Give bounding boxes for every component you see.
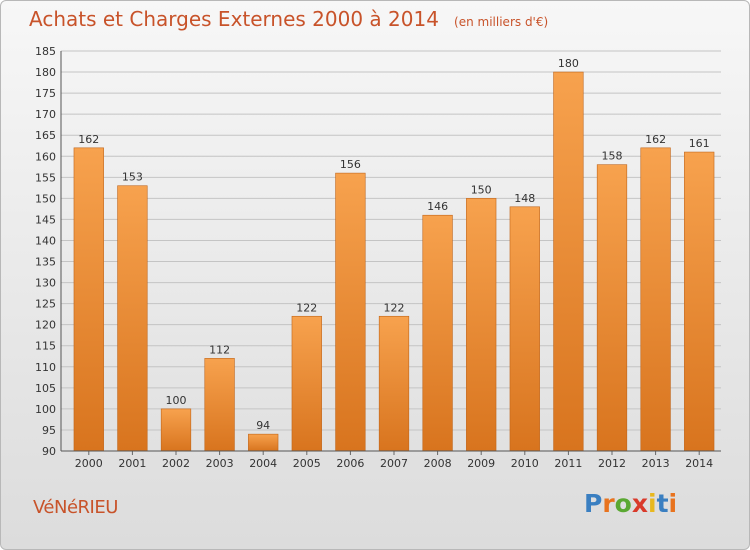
bar bbox=[466, 198, 497, 452]
y-tick-label: 140 bbox=[35, 234, 56, 247]
chart-title: Achats et Charges Externes 2000 à 2014 bbox=[29, 7, 439, 31]
x-tick-label: 2010 bbox=[511, 457, 539, 470]
y-tick-label: 95 bbox=[42, 424, 56, 437]
data-label: 122 bbox=[384, 301, 405, 314]
y-tick-label: 105 bbox=[35, 382, 56, 395]
bar bbox=[73, 147, 104, 452]
x-tick-label: 2012 bbox=[598, 457, 626, 470]
y-tick-label: 170 bbox=[35, 108, 56, 121]
y-tick-label: 120 bbox=[35, 319, 56, 332]
data-label: 161 bbox=[689, 137, 710, 150]
data-label: 146 bbox=[427, 200, 448, 213]
x-tick-label: 2013 bbox=[642, 457, 670, 470]
y-tick-label: 90 bbox=[42, 445, 56, 458]
data-label: 148 bbox=[514, 192, 535, 205]
x-tick-label: 2006 bbox=[336, 457, 364, 470]
logo-letter: t bbox=[656, 489, 669, 518]
data-label: 162 bbox=[645, 133, 666, 146]
bar bbox=[684, 151, 715, 452]
bar bbox=[117, 185, 148, 452]
bar bbox=[553, 71, 584, 452]
bar bbox=[378, 315, 410, 452]
bar bbox=[248, 433, 279, 452]
bar bbox=[422, 214, 453, 452]
data-label: 180 bbox=[558, 57, 579, 70]
y-tick-label: 180 bbox=[35, 66, 56, 79]
y-tick-label: 110 bbox=[35, 361, 56, 374]
bar bbox=[596, 164, 628, 452]
y-tick-label: 115 bbox=[35, 340, 56, 353]
data-label: 122 bbox=[296, 301, 317, 314]
y-tick-label: 155 bbox=[35, 171, 56, 184]
x-tick-label: 2000 bbox=[75, 457, 103, 470]
data-label: 156 bbox=[340, 158, 361, 171]
data-label: 100 bbox=[166, 394, 187, 407]
bar bbox=[204, 358, 235, 452]
x-tick-label: 2014 bbox=[685, 457, 713, 470]
y-tick-label: 130 bbox=[35, 277, 56, 290]
x-tick-label: 2011 bbox=[554, 457, 582, 470]
proxiti-logo: Proxiti bbox=[584, 489, 677, 518]
y-tick-label: 185 bbox=[35, 45, 56, 58]
y-tick-label: 165 bbox=[35, 129, 56, 142]
axes-group: 90 95 100 105 110 115 120 125 130 135 140 145 150 155… bbox=[35, 45, 721, 470]
y-tick-label: 135 bbox=[35, 256, 56, 269]
logo-letter: o bbox=[614, 489, 632, 518]
x-tick-label: 2004 bbox=[249, 457, 277, 470]
chart-unit: (en milliers d'€) bbox=[454, 15, 549, 29]
x-tick-label: 2008 bbox=[424, 457, 452, 470]
logo-letter: i bbox=[668, 489, 678, 518]
data-label: 153 bbox=[122, 171, 143, 184]
bar bbox=[160, 408, 192, 452]
x-tick-label: 2007 bbox=[380, 457, 408, 470]
logo-letter: i bbox=[648, 489, 657, 518]
data-label: 150 bbox=[471, 183, 492, 196]
bars-group: 162 153 100 112 94 122 156 122 146 150 148 180 158 16… bbox=[73, 57, 715, 452]
y-tick-label: 150 bbox=[35, 192, 56, 205]
y-tick-label: 160 bbox=[35, 150, 56, 163]
x-tick-label: 2002 bbox=[162, 457, 190, 470]
chart-title-block: Achats et Charges Externes 2000 à 2014 (… bbox=[29, 7, 548, 31]
logo-letter: x bbox=[631, 489, 648, 518]
commune-name: VéNéRIEU bbox=[33, 497, 118, 518]
data-label: 158 bbox=[602, 150, 623, 163]
x-tick-label: 2001 bbox=[118, 457, 146, 470]
logo-letter: r bbox=[602, 489, 615, 518]
x-tick-label: 2003 bbox=[206, 457, 234, 470]
data-label: 112 bbox=[209, 343, 230, 356]
data-label: 162 bbox=[78, 133, 99, 146]
bar bbox=[335, 172, 366, 452]
y-tick-label: 100 bbox=[35, 403, 56, 416]
bar bbox=[640, 147, 671, 452]
x-tick-label: 2005 bbox=[293, 457, 321, 470]
y-tick-label: 125 bbox=[35, 298, 56, 311]
bar bbox=[509, 206, 540, 452]
bar bbox=[291, 315, 322, 452]
x-tick-label: 2009 bbox=[467, 457, 495, 470]
data-label: 94 bbox=[256, 419, 270, 432]
logo-letter: P bbox=[584, 489, 603, 518]
y-tick-label: 175 bbox=[35, 87, 56, 100]
y-tick-label: 145 bbox=[35, 213, 56, 226]
